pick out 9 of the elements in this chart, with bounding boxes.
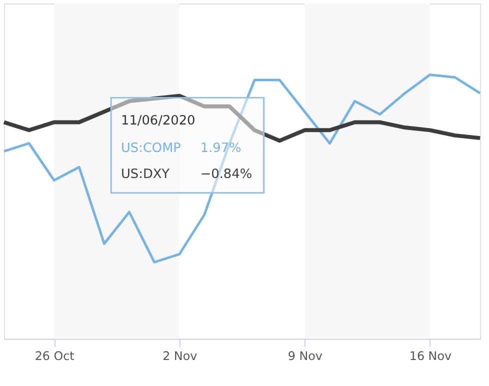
annotation: 1.97%: [200, 141, 242, 156]
annotation: −0.84%: [200, 167, 252, 182]
text: US:COMP: [121, 141, 182, 156]
x-tick-label: 16 Nov: [409, 349, 452, 364]
x-tick-label: 26 Oct: [34, 349, 75, 364]
x-tick-label: 9 Nov: [288, 349, 322, 364]
x-tick-label: 2 Nov: [162, 349, 198, 364]
annotation: 11/06/2020: [121, 113, 196, 128]
text: US:DXY: [121, 167, 170, 182]
